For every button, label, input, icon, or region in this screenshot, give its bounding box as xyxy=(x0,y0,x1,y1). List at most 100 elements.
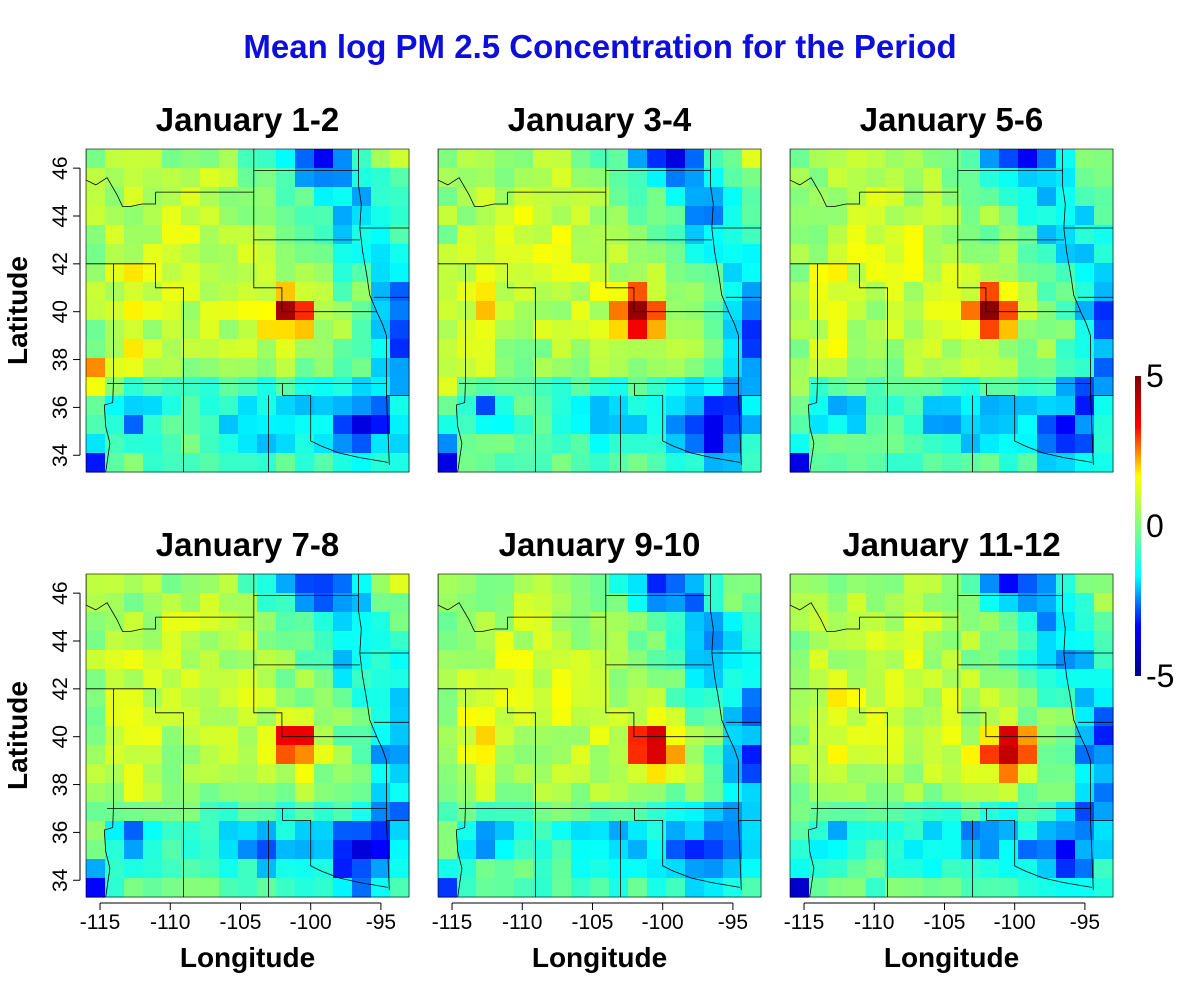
heatmap-cell xyxy=(590,631,610,651)
panel-frame xyxy=(437,573,762,898)
heatmap-cell xyxy=(371,244,391,264)
heatmap-cell xyxy=(723,669,743,689)
heatmap-cell xyxy=(200,434,220,454)
heatmap-cell xyxy=(200,783,220,803)
heatmap-cell xyxy=(742,434,762,454)
heatmap-cell xyxy=(685,396,705,416)
heatmap-cell xyxy=(86,631,106,651)
heatmap-cell xyxy=(885,320,905,340)
heatmap-cell xyxy=(704,434,724,454)
heatmap-cell xyxy=(476,574,496,594)
heatmap-cell xyxy=(647,840,667,860)
panel-3: January 5-6 xyxy=(789,101,1114,473)
heatmap-cell xyxy=(809,206,829,226)
heatmap-cell xyxy=(828,821,848,841)
heatmap-cell xyxy=(238,244,258,264)
heatmap-cell xyxy=(124,187,144,207)
heatmap-cell xyxy=(742,149,762,169)
heatmap-cell xyxy=(704,187,724,207)
heatmap-cell xyxy=(1075,878,1095,898)
heatmap-cell xyxy=(352,669,372,689)
heatmap-cell xyxy=(333,358,353,378)
heatmap-cell xyxy=(352,764,372,784)
heatmap-cell xyxy=(790,650,810,670)
heatmap-cell xyxy=(1018,206,1038,226)
heatmap-cell xyxy=(200,574,220,594)
heatmap-cell xyxy=(647,878,667,898)
heatmap-cell xyxy=(609,434,629,454)
heatmap-cell xyxy=(257,149,277,169)
heatmap-cell xyxy=(1056,802,1076,822)
heatmap-cell xyxy=(276,453,296,473)
state-border xyxy=(86,263,185,472)
heatmap-cell xyxy=(685,802,705,822)
heatmap-cell xyxy=(314,764,334,784)
heatmap-cell xyxy=(162,821,182,841)
heatmap-cell xyxy=(143,225,163,245)
heatmap-cell xyxy=(828,206,848,226)
heatmap-cell xyxy=(495,593,515,613)
heatmap-cell xyxy=(904,244,924,264)
heatmap-cell xyxy=(904,187,924,207)
heatmap-cell xyxy=(666,878,686,898)
heatmap-cell xyxy=(514,149,534,169)
heatmap-cell xyxy=(162,415,182,435)
heatmap-cell xyxy=(847,358,867,378)
heatmap-cell xyxy=(333,453,353,473)
heatmap-cell xyxy=(790,726,810,746)
heatmap-cell xyxy=(1075,263,1095,283)
heatmap-cell xyxy=(980,168,1000,188)
heatmap-cell xyxy=(999,263,1019,283)
heatmap-cell xyxy=(314,187,334,207)
heatmap-cell xyxy=(885,878,905,898)
heatmap-cell xyxy=(704,840,724,860)
heatmap-cell xyxy=(533,453,553,473)
heatmap-cell xyxy=(961,168,981,188)
heatmap-cell xyxy=(790,434,810,454)
heatmap-cell xyxy=(685,282,705,302)
heatmap-cell xyxy=(314,878,334,898)
heatmap-cells xyxy=(86,149,410,473)
y-tick-label: 46 xyxy=(49,156,72,179)
heatmap-cell xyxy=(1094,320,1114,340)
heatmap-cell xyxy=(847,396,867,416)
heatmap-cell xyxy=(314,396,334,416)
heatmap-cell xyxy=(809,282,829,302)
heatmap-cell xyxy=(1018,802,1038,822)
heatmap-cell xyxy=(828,168,848,188)
y-tick-label: 40 xyxy=(49,725,72,748)
x-tick-label: -100 xyxy=(642,911,684,934)
heatmap-cell xyxy=(980,415,1000,435)
heatmap-cell xyxy=(1056,707,1076,727)
heatmap-cell xyxy=(476,453,496,473)
heatmap-cell xyxy=(533,244,553,264)
heatmap-cell xyxy=(923,764,943,784)
heatmap-cell xyxy=(533,574,553,594)
heatmap-cell xyxy=(1075,339,1095,359)
state-border xyxy=(282,808,388,888)
heatmap-cell xyxy=(647,149,667,169)
heatmap-cell xyxy=(999,688,1019,708)
state-border xyxy=(155,191,377,313)
heatmap-cell xyxy=(1075,434,1095,454)
state-border xyxy=(282,383,388,463)
heatmap-cell xyxy=(790,320,810,340)
heatmap-cell xyxy=(371,168,391,188)
heatmap-cell xyxy=(666,631,686,651)
heatmap-cell xyxy=(647,859,667,879)
heatmap-cell xyxy=(181,244,201,264)
heatmap-cell xyxy=(276,206,296,226)
heatmap-cell xyxy=(257,187,277,207)
heatmap-cell xyxy=(552,301,572,321)
heatmap-cell xyxy=(923,396,943,416)
colorbar: 50-5 xyxy=(1135,358,1174,694)
heatmap-cell xyxy=(647,377,667,397)
state-border xyxy=(807,688,818,897)
heatmap-cell xyxy=(1094,301,1114,321)
heatmap-cell xyxy=(533,320,553,340)
heatmap-cell xyxy=(276,377,296,397)
heatmap-cell xyxy=(552,339,572,359)
heatmap-cell xyxy=(885,726,905,746)
state-border xyxy=(507,616,729,738)
heatmap-cell xyxy=(942,726,962,746)
